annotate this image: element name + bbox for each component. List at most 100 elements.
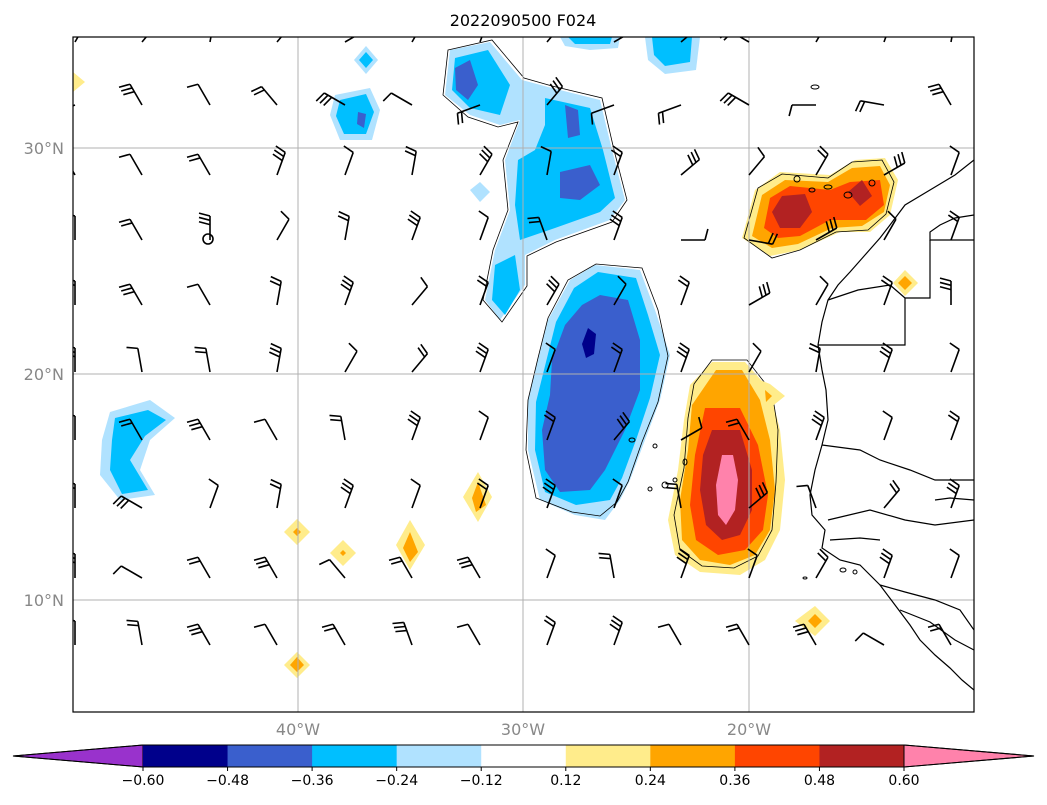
contour-small-yellow-a [755,378,785,408]
calm-wind-marker [202,233,214,245]
wind-barb [456,556,481,579]
wind-barb [456,104,481,125]
wind-barb [680,148,701,176]
lon-label-20w: 20°W [727,720,771,739]
contour-speck-1 [73,72,85,92]
wind-barb [118,283,143,306]
wind-barb [927,83,952,106]
wind-barb [610,342,623,373]
wind-barb [337,210,350,241]
lat-label-10n: 10°N [24,591,64,610]
wind-barb [186,556,211,579]
contour-royal-top-3 [357,112,366,128]
wind-barb [788,104,816,117]
contour-blue-north-2 [515,98,615,240]
colorbar-segment [650,745,736,767]
lon-axis-labels: 40°W 30°W 20°W [276,720,771,739]
wind-barb [680,37,689,43]
wind-barb [456,623,481,646]
wind-barb [318,558,346,579]
colorbar: −0.60 −0.48 −0.36 −0.24 −0.12 0.12 0.24 0.36 0.4… [12,744,1035,789]
colorbar-tick-label: −0.24 [375,773,418,789]
wind-barb [748,146,766,176]
wind-barb [479,145,493,176]
wind-barb [126,346,143,373]
map-plot-area [73,37,974,712]
colorbar-segment [396,745,482,767]
wind-barb [815,275,829,306]
wind-barb [276,210,290,241]
wind-barb [186,153,211,176]
wind-barb [411,276,429,306]
wind-barb [815,145,829,176]
wind-barb [815,216,838,241]
wind-barb [882,410,893,441]
contour-blue-north-3 [492,255,520,315]
lat-axis-labels: 30°N 20°N 10°N [24,139,64,610]
wind-barb [950,37,953,43]
wind-barb [269,478,282,509]
wind-barb [947,210,960,241]
lon-label-40w: 40°W [276,720,320,739]
wind-barb [854,632,885,646]
wind-barb [808,342,821,373]
colorbar-tick-label: −0.48 [206,773,249,789]
wind-barb [949,548,960,579]
contour-outline-north [442,39,628,323]
wind-barb [676,342,690,373]
colorbar-tick-label: 0.60 [888,773,919,789]
wind-barb [475,342,489,373]
wind-barb [476,275,489,306]
wind-barb [410,478,421,509]
wind-barb [747,548,758,579]
wind-barb [947,410,960,441]
wind-barb [112,495,143,509]
wind-barb [407,210,421,241]
wind-barb [609,210,623,241]
wind-barb [198,212,211,240]
wind-barb [927,623,952,646]
map-frame [72,36,975,713]
map-title: 2022090500 F024 [450,11,597,30]
wind-barb [253,623,278,646]
wind-barb [186,418,211,441]
contour-navy-central [582,328,596,358]
contour-speck-4b [403,532,418,562]
colorbar-segment [819,745,905,767]
contour-outline-central [525,263,669,517]
wind-barb [939,277,952,305]
wind-barb [478,210,489,241]
wind-barb [269,342,282,373]
wind-barb [382,92,413,106]
colorbar-tick-label: −0.60 [122,773,165,789]
wind-barb [340,478,354,509]
wind-barb [546,76,564,106]
wind-barb [407,410,421,441]
wind-barb [854,100,885,113]
contour-pink-africa [716,455,738,525]
contour-small-orange-a [765,390,772,402]
contour-small-orange-b [898,276,912,290]
wind-barb [665,482,682,509]
wind-barb [392,621,413,646]
wind-barb [613,411,631,441]
wind-barb [208,478,219,509]
colorbar-tick-label: −0.12 [460,773,503,789]
wind-barb [527,216,548,241]
wind-barb [657,623,682,646]
wind-barb [946,478,960,509]
wind-barb [478,410,489,441]
wind-barb [411,343,429,373]
colorbar-segment [312,745,398,767]
wind-barb [118,83,143,106]
wind-barb [545,548,556,579]
wind-barb [657,104,682,125]
wind-barb [404,145,417,176]
coastlines [809,159,974,691]
wind-barb [880,275,893,306]
wind-barb [725,623,750,646]
wind-barb [321,623,346,646]
wind-barb [141,37,148,43]
wind-barb [329,414,346,441]
